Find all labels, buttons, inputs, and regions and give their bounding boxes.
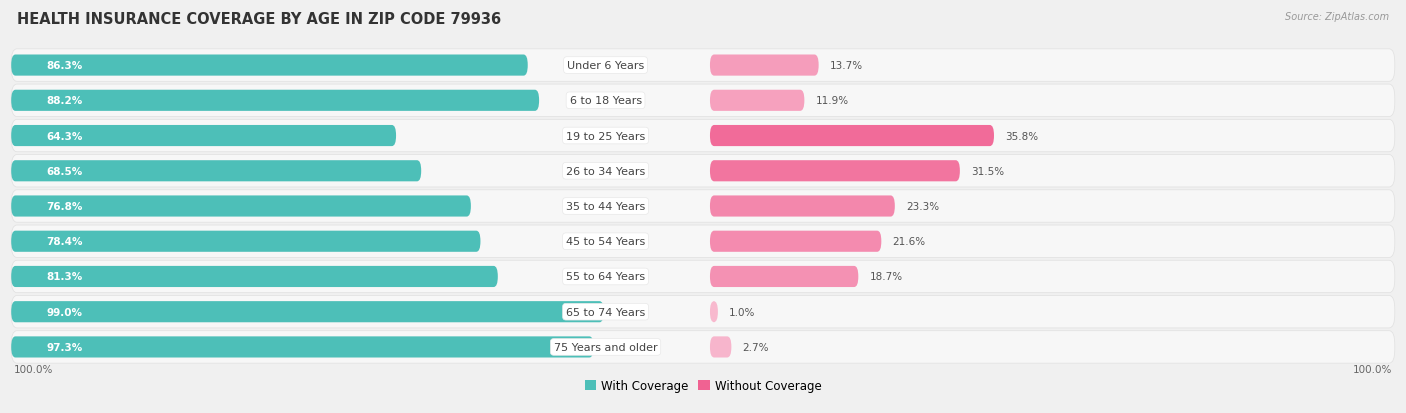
FancyBboxPatch shape <box>11 50 1395 82</box>
Text: 6 to 18 Years: 6 to 18 Years <box>569 96 641 106</box>
FancyBboxPatch shape <box>11 90 538 112</box>
FancyBboxPatch shape <box>710 90 804 112</box>
FancyBboxPatch shape <box>710 126 994 147</box>
Text: 97.3%: 97.3% <box>46 342 83 352</box>
Text: 2.7%: 2.7% <box>742 342 769 352</box>
Text: 18.7%: 18.7% <box>869 272 903 282</box>
FancyBboxPatch shape <box>11 196 471 217</box>
FancyBboxPatch shape <box>710 55 818 76</box>
FancyBboxPatch shape <box>710 196 894 217</box>
Text: Under 6 Years: Under 6 Years <box>567 61 644 71</box>
Text: 21.6%: 21.6% <box>893 237 925 247</box>
Text: 13.7%: 13.7% <box>830 61 863 71</box>
FancyBboxPatch shape <box>11 231 481 252</box>
FancyBboxPatch shape <box>11 331 1395 363</box>
FancyBboxPatch shape <box>710 337 731 358</box>
Text: 11.9%: 11.9% <box>815 96 849 106</box>
Text: 100.0%: 100.0% <box>14 364 53 374</box>
FancyBboxPatch shape <box>11 85 1395 117</box>
FancyBboxPatch shape <box>11 155 1395 188</box>
Text: 88.2%: 88.2% <box>46 96 83 106</box>
Text: 1.0%: 1.0% <box>730 307 755 317</box>
Text: 65 to 74 Years: 65 to 74 Years <box>567 307 645 317</box>
Text: 31.5%: 31.5% <box>972 166 1004 176</box>
Text: 86.3%: 86.3% <box>46 61 83 71</box>
FancyBboxPatch shape <box>710 266 858 287</box>
FancyBboxPatch shape <box>11 296 1395 328</box>
Text: 23.3%: 23.3% <box>905 202 939 211</box>
FancyBboxPatch shape <box>710 231 882 252</box>
Text: 100.0%: 100.0% <box>1353 364 1392 374</box>
Text: 45 to 54 Years: 45 to 54 Years <box>567 237 645 247</box>
FancyBboxPatch shape <box>11 120 1395 152</box>
FancyBboxPatch shape <box>710 161 960 182</box>
Text: 35.8%: 35.8% <box>1005 131 1038 141</box>
FancyBboxPatch shape <box>11 261 1395 293</box>
Text: Source: ZipAtlas.com: Source: ZipAtlas.com <box>1285 12 1389 22</box>
Text: 99.0%: 99.0% <box>46 307 82 317</box>
Text: 68.5%: 68.5% <box>46 166 83 176</box>
FancyBboxPatch shape <box>11 337 593 358</box>
FancyBboxPatch shape <box>11 225 1395 258</box>
Text: 35 to 44 Years: 35 to 44 Years <box>567 202 645 211</box>
FancyBboxPatch shape <box>11 55 527 76</box>
FancyBboxPatch shape <box>11 301 603 323</box>
Text: 26 to 34 Years: 26 to 34 Years <box>567 166 645 176</box>
FancyBboxPatch shape <box>710 301 718 323</box>
FancyBboxPatch shape <box>11 190 1395 223</box>
Text: 76.8%: 76.8% <box>46 202 83 211</box>
Text: 64.3%: 64.3% <box>46 131 83 141</box>
Text: 55 to 64 Years: 55 to 64 Years <box>567 272 645 282</box>
FancyBboxPatch shape <box>11 266 498 287</box>
Text: 81.3%: 81.3% <box>46 272 83 282</box>
FancyBboxPatch shape <box>11 161 422 182</box>
Legend: With Coverage, Without Coverage: With Coverage, Without Coverage <box>585 379 821 392</box>
Text: 78.4%: 78.4% <box>46 237 83 247</box>
Text: 75 Years and older: 75 Years and older <box>554 342 658 352</box>
Text: 19 to 25 Years: 19 to 25 Years <box>567 131 645 141</box>
Text: HEALTH INSURANCE COVERAGE BY AGE IN ZIP CODE 79936: HEALTH INSURANCE COVERAGE BY AGE IN ZIP … <box>17 12 501 27</box>
FancyBboxPatch shape <box>11 126 396 147</box>
